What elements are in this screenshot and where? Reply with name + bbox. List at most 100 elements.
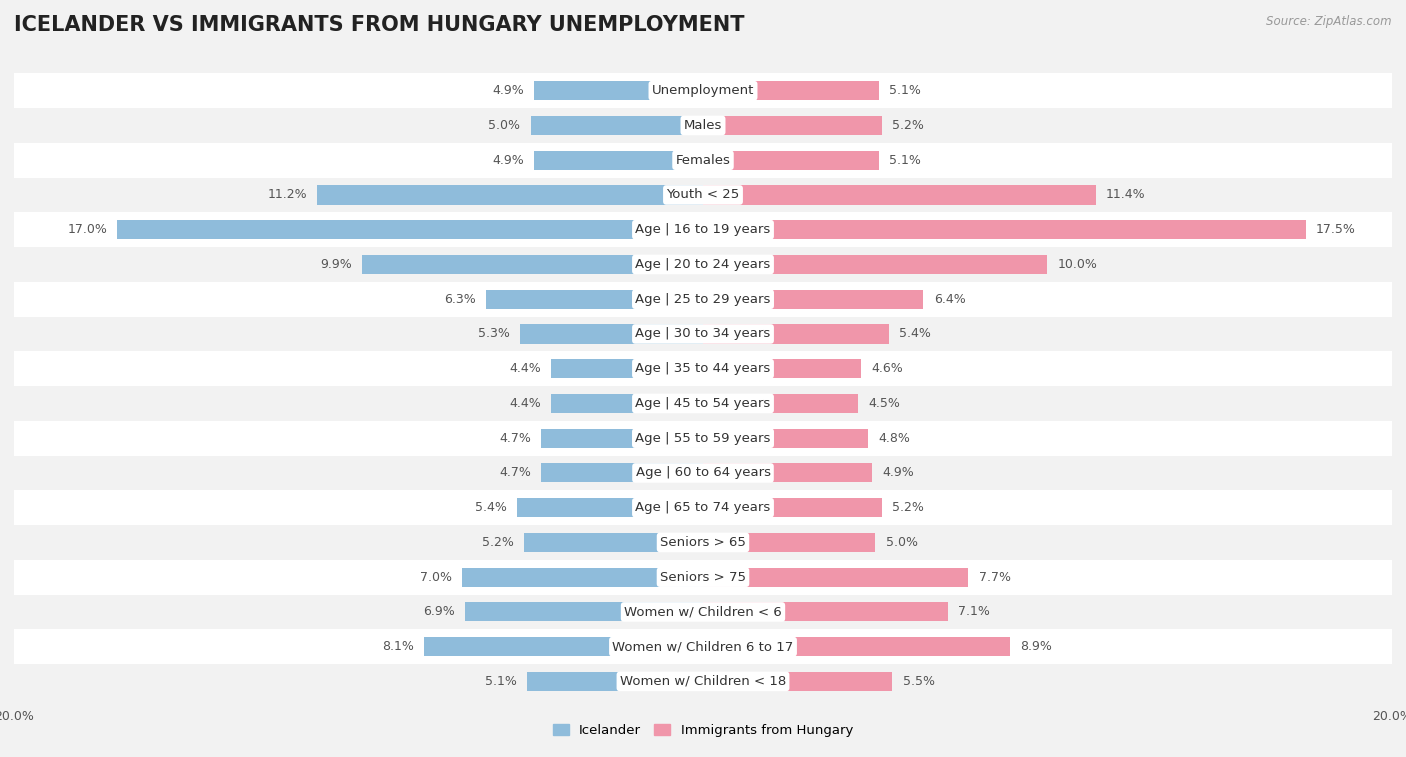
Text: Age | 30 to 34 years: Age | 30 to 34 years — [636, 328, 770, 341]
Bar — [703, 185, 1095, 204]
Text: Seniors > 75: Seniors > 75 — [659, 571, 747, 584]
Text: Males: Males — [683, 119, 723, 132]
Text: 7.1%: 7.1% — [957, 606, 990, 618]
Bar — [14, 178, 1392, 212]
Text: 5.3%: 5.3% — [478, 328, 510, 341]
Bar — [14, 247, 1392, 282]
Bar — [361, 255, 703, 274]
Bar — [703, 116, 882, 135]
Text: Seniors > 65: Seniors > 65 — [659, 536, 747, 549]
Bar — [14, 629, 1392, 664]
Bar — [14, 73, 1392, 108]
Text: 8.1%: 8.1% — [382, 640, 413, 653]
Text: Unemployment: Unemployment — [652, 84, 754, 97]
Text: 6.4%: 6.4% — [934, 293, 966, 306]
Text: Youth < 25: Youth < 25 — [666, 188, 740, 201]
Text: 5.0%: 5.0% — [488, 119, 520, 132]
Text: 4.7%: 4.7% — [499, 431, 531, 444]
Text: 17.0%: 17.0% — [67, 223, 107, 236]
Bar — [541, 428, 703, 447]
Text: 4.9%: 4.9% — [882, 466, 914, 479]
Bar — [703, 220, 1306, 239]
Bar — [703, 498, 882, 517]
Bar — [486, 290, 703, 309]
Bar — [703, 428, 869, 447]
Bar — [703, 637, 1010, 656]
Bar — [14, 594, 1392, 629]
Text: 4.6%: 4.6% — [872, 362, 904, 375]
Bar — [14, 108, 1392, 143]
Text: 10.0%: 10.0% — [1057, 258, 1098, 271]
Bar — [703, 394, 858, 413]
Bar — [703, 81, 879, 100]
Bar — [14, 212, 1392, 247]
Bar — [541, 463, 703, 482]
Text: Women w/ Children < 18: Women w/ Children < 18 — [620, 675, 786, 688]
Text: Source: ZipAtlas.com: Source: ZipAtlas.com — [1267, 15, 1392, 28]
Bar — [703, 533, 875, 552]
Text: 7.7%: 7.7% — [979, 571, 1011, 584]
Text: 5.4%: 5.4% — [900, 328, 931, 341]
Bar — [14, 664, 1392, 699]
Bar — [703, 325, 889, 344]
Text: 5.2%: 5.2% — [893, 501, 924, 514]
Text: Women w/ Children < 6: Women w/ Children < 6 — [624, 606, 782, 618]
Bar — [531, 116, 703, 135]
Text: Women w/ Children 6 to 17: Women w/ Children 6 to 17 — [613, 640, 793, 653]
Bar — [534, 151, 703, 170]
Text: 5.1%: 5.1% — [889, 154, 921, 167]
Bar — [551, 394, 703, 413]
Text: 4.9%: 4.9% — [492, 154, 524, 167]
Text: Females: Females — [675, 154, 731, 167]
Text: 11.4%: 11.4% — [1107, 188, 1146, 201]
Bar — [14, 351, 1392, 386]
Text: Age | 55 to 59 years: Age | 55 to 59 years — [636, 431, 770, 444]
Bar — [703, 463, 872, 482]
Text: 4.7%: 4.7% — [499, 466, 531, 479]
Text: 4.4%: 4.4% — [509, 397, 541, 410]
Bar — [465, 603, 703, 621]
Text: Age | 35 to 44 years: Age | 35 to 44 years — [636, 362, 770, 375]
Legend: Icelander, Immigrants from Hungary: Icelander, Immigrants from Hungary — [547, 718, 859, 742]
Bar — [527, 672, 703, 691]
Bar — [703, 359, 862, 378]
Bar — [14, 456, 1392, 491]
Text: 4.4%: 4.4% — [509, 362, 541, 375]
Text: Age | 16 to 19 years: Age | 16 to 19 years — [636, 223, 770, 236]
Bar — [703, 255, 1047, 274]
Bar — [318, 185, 703, 204]
Text: 5.2%: 5.2% — [893, 119, 924, 132]
Text: 5.1%: 5.1% — [889, 84, 921, 97]
Text: 4.9%: 4.9% — [492, 84, 524, 97]
Bar — [517, 498, 703, 517]
Bar — [703, 568, 969, 587]
Text: 17.5%: 17.5% — [1316, 223, 1355, 236]
Text: 7.0%: 7.0% — [419, 571, 451, 584]
Text: 5.0%: 5.0% — [886, 536, 918, 549]
Bar — [520, 325, 703, 344]
Bar — [425, 637, 703, 656]
Bar — [524, 533, 703, 552]
Text: 5.1%: 5.1% — [485, 675, 517, 688]
Bar — [703, 672, 893, 691]
Text: ICELANDER VS IMMIGRANTS FROM HUNGARY UNEMPLOYMENT: ICELANDER VS IMMIGRANTS FROM HUNGARY UNE… — [14, 15, 745, 35]
Text: 9.9%: 9.9% — [321, 258, 352, 271]
Text: 4.8%: 4.8% — [879, 431, 911, 444]
Text: 8.9%: 8.9% — [1019, 640, 1052, 653]
Bar — [551, 359, 703, 378]
Text: 5.2%: 5.2% — [482, 536, 513, 549]
Text: 4.5%: 4.5% — [869, 397, 900, 410]
Text: Age | 25 to 29 years: Age | 25 to 29 years — [636, 293, 770, 306]
Bar — [117, 220, 703, 239]
Bar — [703, 290, 924, 309]
Bar — [534, 81, 703, 100]
Bar — [14, 386, 1392, 421]
Text: 5.5%: 5.5% — [903, 675, 935, 688]
Text: 6.9%: 6.9% — [423, 606, 456, 618]
Bar — [14, 143, 1392, 178]
Text: Age | 65 to 74 years: Age | 65 to 74 years — [636, 501, 770, 514]
Text: 5.4%: 5.4% — [475, 501, 506, 514]
Bar — [14, 421, 1392, 456]
Bar — [14, 560, 1392, 594]
Bar — [461, 568, 703, 587]
